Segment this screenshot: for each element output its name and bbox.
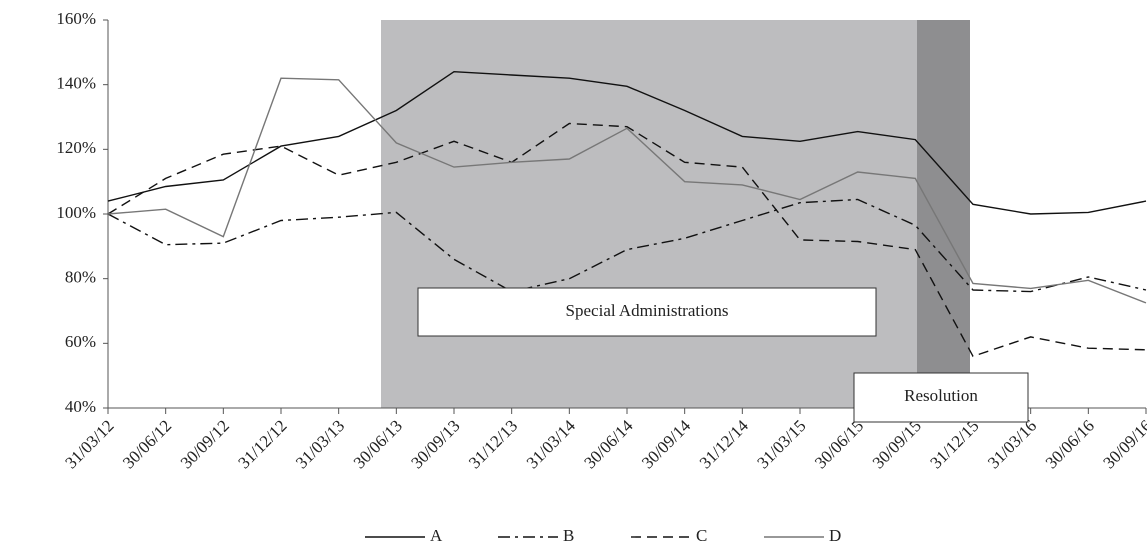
annotation: Special Administrations (566, 301, 729, 320)
legend-label: D (829, 526, 841, 545)
x-tick-label: 31/03/12 (61, 416, 117, 472)
x-tick-label: 31/12/12 (234, 416, 290, 472)
annotation: Resolution (904, 386, 978, 405)
annotation-box (417, 287, 877, 337)
x-tick-label: 30/06/12 (119, 416, 175, 472)
y-tick-label: 80% (65, 268, 96, 287)
annotation-box (853, 372, 1029, 423)
y-tick-label: 120% (56, 138, 96, 157)
series-line (107, 77, 1147, 304)
x-tick-label: 30/09/12 (177, 416, 233, 472)
y-tick-label: 160% (56, 9, 96, 28)
x-tick-label: 30/06/14 (580, 416, 637, 473)
x-tick-label: 31/03/14 (523, 416, 580, 473)
x-tick-label: 30/09/13 (407, 416, 463, 472)
x-tick-label: 31/03/13 (292, 416, 348, 472)
series-line (107, 70, 1147, 215)
x-tick-label: 30/06/13 (350, 416, 406, 472)
shade-special (381, 20, 917, 408)
legend-label: A (430, 526, 443, 545)
x-tick-label: 30/06/15 (811, 416, 867, 472)
y-tick-label: 60% (65, 332, 96, 351)
x-tick-label: 31/12/15 (926, 416, 982, 472)
series-line (107, 198, 1147, 293)
x-tick-label: 30/09/15 (869, 416, 925, 472)
y-tick-label: 140% (56, 74, 96, 93)
series-line (107, 122, 1147, 358)
x-tick-label: 30/09/16 (1099, 416, 1147, 472)
x-tick-label: 30/06/16 (1042, 416, 1098, 472)
x-tick-label: 31/03/16 (984, 416, 1040, 472)
y-tick-label: 100% (56, 203, 96, 222)
legend-label: C (696, 526, 707, 545)
x-tick-label: 31/12/13 (465, 416, 521, 472)
legend-label: B (563, 526, 574, 545)
x-tick-label: 30/09/14 (638, 416, 695, 473)
x-tick-label: 31/03/15 (753, 416, 809, 472)
x-tick-label: 31/12/14 (696, 416, 753, 473)
shade-resolution (917, 20, 970, 408)
y-tick-label: 40% (65, 397, 96, 416)
